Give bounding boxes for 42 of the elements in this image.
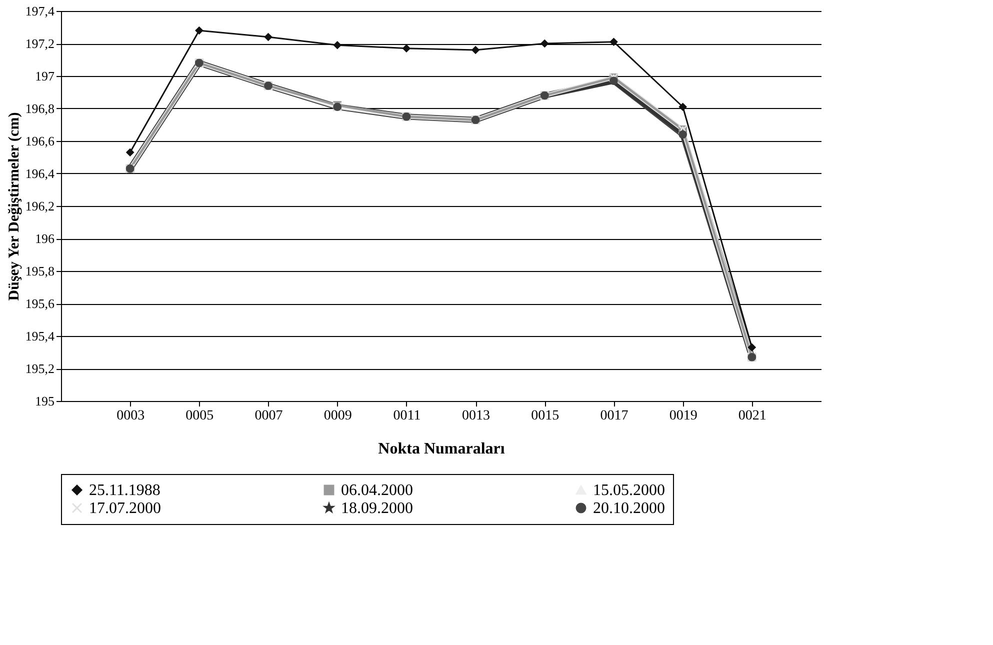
legend-label: 06.04.2000 (341, 482, 413, 499)
point (678, 102, 687, 112)
x-tick-label: 0005 (186, 408, 214, 424)
y-tick-label: 195 (35, 394, 54, 408)
legend-label: 17.07.2000 (89, 500, 161, 517)
y-tick-label: 196,4 (25, 166, 55, 181)
legend-label: 15.05.2000 (593, 482, 665, 499)
y-tick-label: 196,6 (25, 134, 55, 148)
x-tick-label: 0007 (254, 408, 283, 424)
x-tick-label: 0021 (738, 408, 766, 424)
y-tick-label: 195,8 (25, 264, 54, 278)
x-tick-label: 0003 (116, 408, 145, 424)
y-tick-label: 195,4 (25, 328, 55, 344)
point (471, 46, 480, 54)
y-tick-label: 197,4 (25, 4, 55, 18)
y-tick-label: 195,6 (25, 296, 55, 311)
point (402, 44, 411, 53)
point (540, 39, 549, 48)
y-tick-label: 197,2 (25, 36, 54, 51)
legend-label: 20.10.2000 (593, 500, 665, 517)
point (748, 343, 756, 352)
legend-label: 25.11.1988 (89, 482, 160, 499)
x-tick-label: 0013 (462, 408, 490, 424)
x-tick-label: 0015 (531, 408, 560, 424)
y-tick-label: 195,2 (25, 361, 54, 376)
x-tick-label: 0017 (600, 408, 628, 424)
point (333, 40, 342, 50)
point (195, 26, 204, 35)
x-tick-label: 0019 (669, 408, 698, 424)
point (264, 32, 272, 42)
x-axis-title: Nokta Numaraları (378, 440, 506, 458)
x-tick-label: 0009 (324, 408, 352, 424)
point (126, 148, 134, 157)
legend-label: 18.09.2000 (341, 500, 413, 517)
y-tick-label: 197 (35, 68, 55, 84)
x-tick-label: 0011 (393, 408, 421, 424)
y-tick-label: 196,2 (25, 198, 54, 214)
y-tick-label: 196,8 (25, 101, 54, 116)
point (678, 130, 687, 139)
y-axis-title: Düşey Yer Değiştirmeler (cm) (6, 112, 22, 301)
y-tick-label: 196 (35, 231, 55, 246)
point (610, 38, 618, 46)
